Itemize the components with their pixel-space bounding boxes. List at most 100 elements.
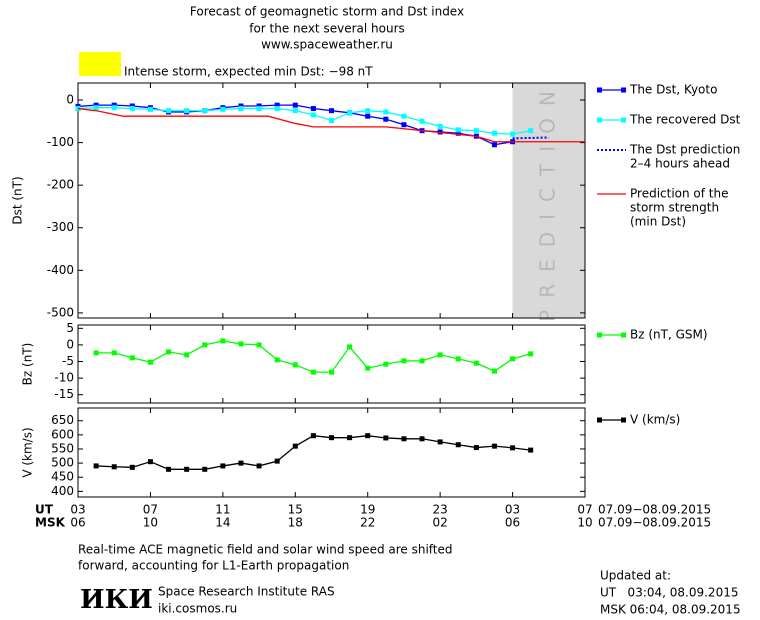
- updated-ut: UT 03:04, 08.09.2015: [600, 586, 738, 600]
- plot-frame: [77, 82, 586, 319]
- series-marker: [491, 443, 497, 449]
- series-marker: [93, 105, 99, 111]
- series-marker: [93, 350, 99, 356]
- series-marker: [528, 128, 534, 134]
- y-tick-label: -500: [47, 305, 74, 319]
- x-tick-label: 23: [433, 503, 448, 517]
- series-marker: [166, 466, 172, 472]
- series-marker: [310, 369, 316, 375]
- y-tick-label: -100: [47, 135, 74, 149]
- series-marker: [256, 103, 262, 109]
- title-line: for the next several hours: [249, 22, 405, 36]
- series-marker: [220, 463, 226, 469]
- series-marker: [528, 447, 534, 453]
- legend-marker: [621, 417, 626, 423]
- y-tick-label: -400: [47, 263, 74, 277]
- series-marker: [202, 108, 208, 114]
- updated-label: Updated at:: [600, 569, 671, 583]
- series-marker: [419, 118, 425, 124]
- series-line: [96, 340, 531, 373]
- series-marker: [184, 466, 190, 472]
- y-tick-label: 550: [51, 441, 74, 455]
- series-marker: [274, 102, 280, 108]
- series-marker: [455, 127, 461, 133]
- legend-text: storm strength: [630, 201, 719, 215]
- series-marker: [419, 358, 425, 364]
- series-marker: [129, 464, 135, 470]
- x-tick-label-msk: 18: [288, 516, 303, 530]
- series-marker: [365, 113, 371, 119]
- legend-text: 2–4 hours ahead: [630, 157, 730, 171]
- series-marker: [238, 341, 244, 347]
- series-marker: [491, 368, 497, 374]
- y-tick-label: -15: [54, 387, 74, 401]
- x-tick-label-msk: 06: [505, 516, 520, 530]
- y-tick-label: 400: [51, 484, 74, 498]
- legend-text: (min Dst): [630, 215, 686, 229]
- series-marker: [473, 360, 479, 366]
- legend-text: The Dst, Kyoto: [629, 83, 717, 97]
- series-marker: [184, 352, 190, 358]
- updated-msk: MSK 06:04, 08.09.2015: [600, 603, 741, 617]
- series-marker: [256, 463, 262, 469]
- legend-marker: [597, 87, 602, 93]
- series-marker: [383, 361, 389, 367]
- series-marker: [310, 112, 316, 118]
- series-marker: [473, 445, 479, 451]
- x-tick-label: 15: [288, 503, 303, 517]
- y-tick-label: -300: [47, 220, 74, 234]
- ut-label: UT: [35, 503, 54, 517]
- series-marker: [238, 106, 244, 112]
- legend-marker: [597, 117, 602, 123]
- x-tick-label-msk: 06: [70, 516, 85, 530]
- title-line: Forecast of geomagnetic storm and Dst in…: [190, 5, 464, 19]
- series-marker: [528, 351, 534, 357]
- series-marker: [202, 466, 208, 472]
- ut-dates: 07.09−08.09.2015: [598, 503, 711, 517]
- x-tick-label-msk: 10: [143, 516, 158, 530]
- series-marker: [419, 436, 425, 442]
- title-line: www.spaceweather.ru: [261, 38, 393, 52]
- y-tick-label: 450: [51, 470, 74, 484]
- legend-marker: [621, 117, 626, 123]
- series-marker: [202, 342, 208, 348]
- x-tick-label-msk: 02: [433, 516, 448, 530]
- legend-marker: [597, 417, 602, 423]
- x-tick-label: 07: [577, 503, 592, 517]
- series-marker: [510, 356, 516, 362]
- series-marker: [347, 110, 353, 116]
- legend-text: The recovered Dst: [629, 113, 741, 127]
- alert-swatch: [79, 52, 121, 76]
- y-axis-label: Dst (nT): [11, 176, 25, 224]
- series-marker: [401, 113, 407, 119]
- series-marker: [184, 108, 190, 114]
- series-marker: [347, 435, 353, 441]
- prediction-label: PREDICTION: [535, 79, 559, 322]
- series-marker: [383, 435, 389, 441]
- series-marker: [365, 433, 371, 439]
- series-marker: [166, 349, 172, 355]
- x-tick-label: 11: [215, 503, 230, 517]
- series-marker: [347, 344, 353, 350]
- series-marker: [383, 116, 389, 122]
- series-marker: [437, 439, 443, 445]
- series-marker: [437, 123, 443, 129]
- legend-text: Bz (nT, GSM): [630, 328, 708, 342]
- x-tick-label: 03: [505, 503, 520, 517]
- x-tick-label-msk: 10: [577, 516, 592, 530]
- series-line: [77, 107, 531, 135]
- institute: Space Research Institute RAS: [158, 585, 335, 599]
- x-tick-label-msk: 14: [215, 516, 230, 530]
- series-marker: [147, 106, 153, 112]
- x-tick-label: 03: [70, 503, 85, 517]
- plot-frame: [77, 407, 586, 498]
- series-marker: [129, 103, 135, 109]
- series-marker: [129, 106, 135, 112]
- series-marker: [310, 433, 316, 439]
- series-marker: [292, 362, 298, 368]
- series-marker: [510, 445, 516, 451]
- series-marker: [256, 342, 262, 348]
- y-tick-label: 650: [51, 413, 74, 427]
- series-line: [96, 435, 531, 470]
